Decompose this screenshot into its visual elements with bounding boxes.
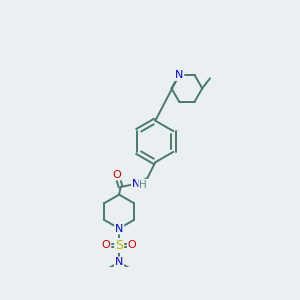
- Text: N: N: [115, 257, 123, 267]
- Text: N: N: [115, 224, 123, 233]
- Text: N: N: [175, 70, 183, 80]
- Text: S: S: [115, 239, 123, 252]
- Text: O: O: [112, 169, 121, 180]
- Text: N: N: [132, 179, 140, 189]
- Text: H: H: [139, 180, 147, 190]
- Text: O: O: [102, 240, 110, 250]
- Text: O: O: [128, 240, 136, 250]
